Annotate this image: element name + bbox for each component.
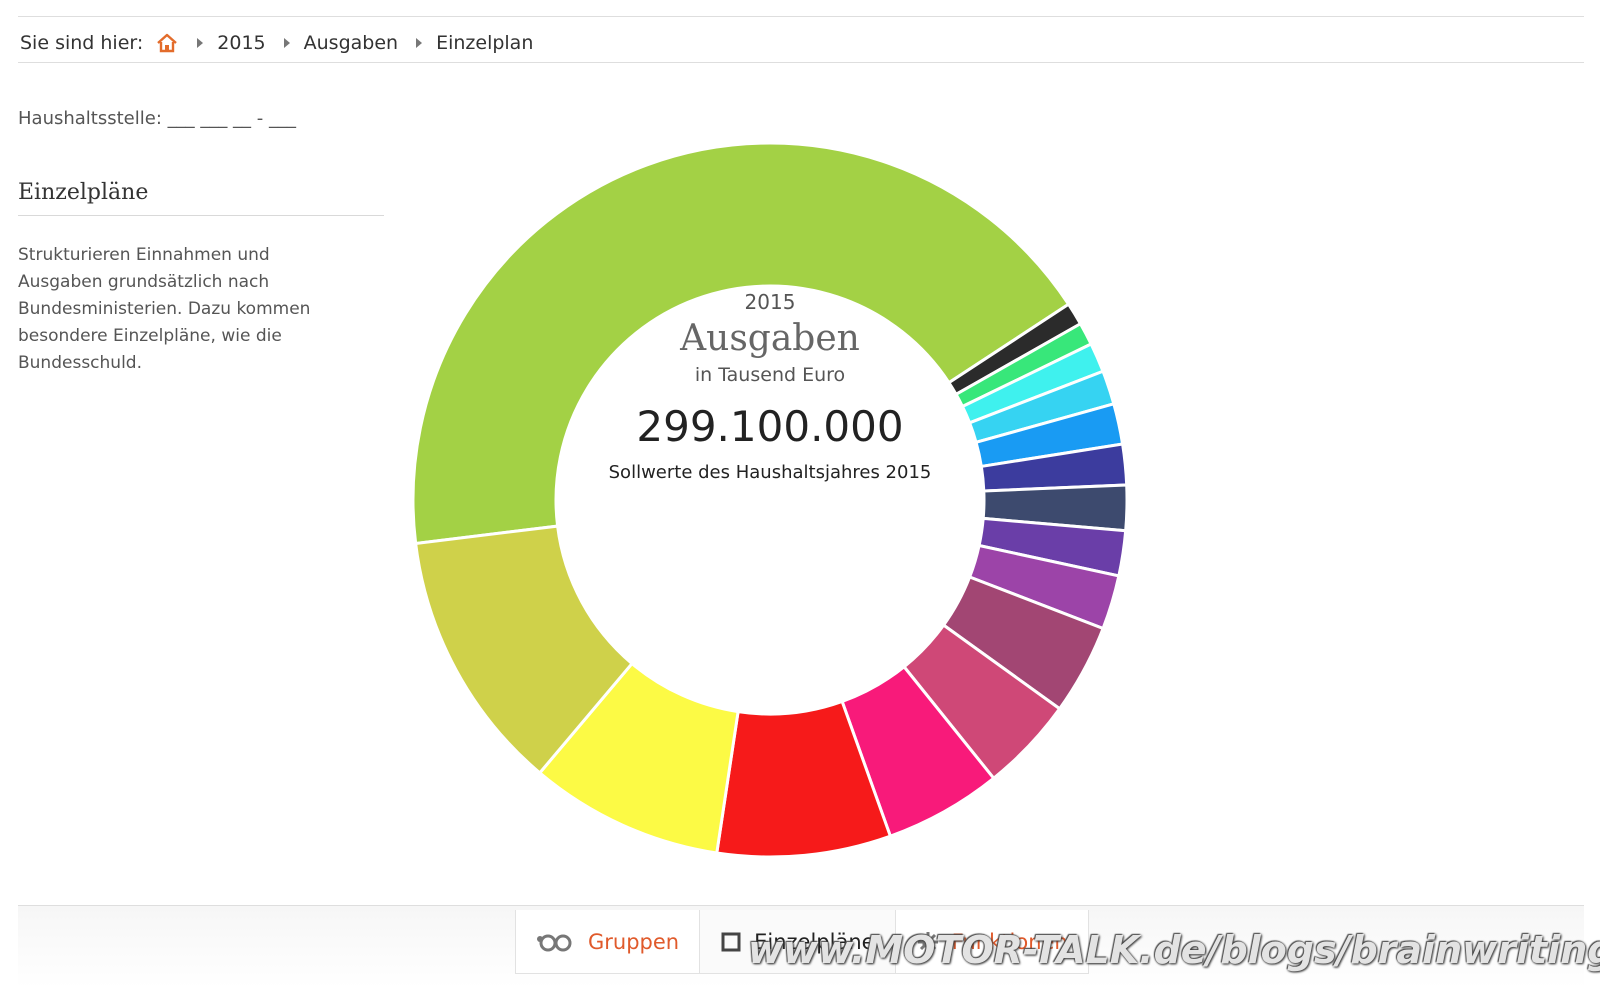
tab-funktionen[interactable]: Funktionen — [895, 910, 1089, 974]
home-icon[interactable] — [155, 31, 179, 55]
expenditure-donut-chart — [411, 141, 1129, 859]
chart-year: 2015 — [744, 290, 796, 314]
chart-unit: in Tausend Euro — [694, 364, 846, 386]
chart-total: 299.100.000 — [636, 402, 904, 451]
tab-einzelplaene-label: Einzelpläne — [754, 929, 875, 954]
sidebar-title: Einzelpläne — [18, 180, 384, 216]
breadcrumb-einzelplan[interactable]: Einzelplan — [436, 32, 534, 54]
chart-title: Ausgaben — [680, 318, 860, 359]
donut-slice-16[interactable] — [413, 524, 635, 775]
sidebar-description: Strukturieren Einnahmen und Ausgaben gru… — [18, 245, 311, 373]
top-divider — [18, 16, 1584, 17]
breadcrumb-separator-icon — [416, 38, 423, 48]
gear-icon — [917, 931, 938, 952]
tab-funktionen-label: Funktionen — [951, 929, 1068, 954]
view-tabs: Gruppen Einzelpläne Funktionen — [515, 910, 1089, 974]
breadcrumb: Sie sind hier: 2015 Ausgaben Einzelplan — [18, 24, 1584, 63]
watermark: www.MOTOR-TALK.de/blogs/brainwriting/ — [748, 928, 1600, 972]
donut-slice-1[interactable] — [411, 141, 1071, 546]
haushaltsstelle-label: Haushaltsstelle: ___ ___ __ - ___ — [18, 108, 296, 129]
tab-einzelplaene[interactable]: Einzelpläne — [700, 910, 896, 974]
breadcrumb-lead: Sie sind hier: — [20, 32, 144, 54]
breadcrumb-ausgaben[interactable]: Ausgaben — [303, 32, 399, 54]
breadcrumb-separator-icon — [197, 38, 204, 48]
breadcrumb-separator-icon — [283, 38, 290, 48]
tab-gruppen-label: Gruppen — [588, 929, 680, 954]
groups-icon — [537, 934, 572, 951]
square-icon — [721, 932, 741, 951]
chart-center-label: 2015 Ausgaben in Tausend Euro 299.100.00… — [560, 290, 980, 483]
breadcrumb-year[interactable]: 2015 — [217, 32, 266, 54]
chart-note: Sollwerte des Haushaltsjahres 2015 — [608, 462, 932, 483]
tab-gruppen[interactable]: Gruppen — [515, 910, 701, 974]
